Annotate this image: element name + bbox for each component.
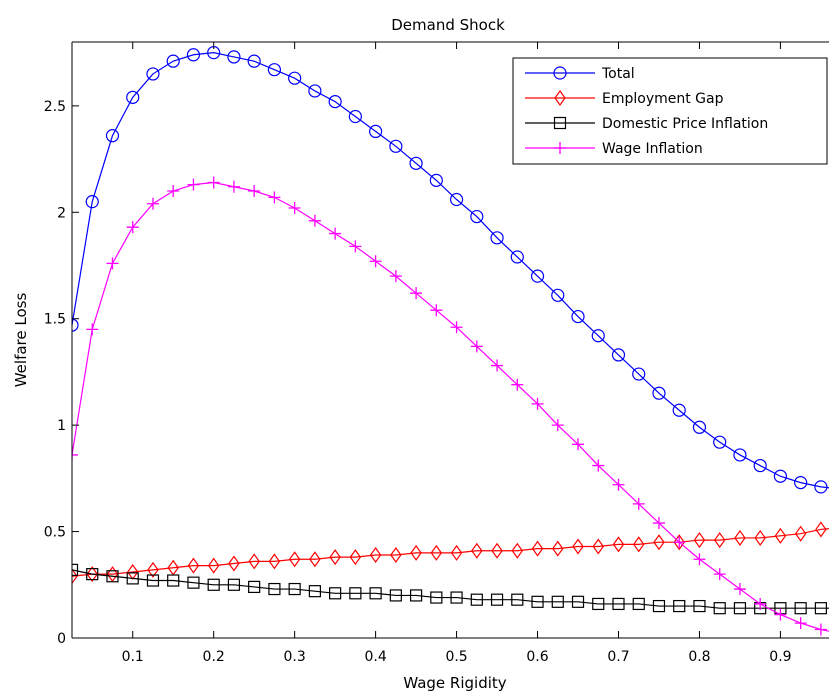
x-tick-label: 0.5	[445, 649, 467, 665]
y-tick-label: 0.5	[44, 525, 66, 541]
x-tick-label: 0.8	[688, 649, 710, 665]
x-tick-label: 0.7	[607, 649, 629, 665]
y-tick-label: 1.5	[44, 312, 66, 328]
y-tick-label: 1	[57, 418, 66, 434]
y-axis-label: Welfare Loss	[12, 293, 30, 388]
y-tick-label: 2.5	[44, 99, 66, 115]
x-tick-label: 0.9	[769, 649, 791, 665]
x-tick-label: 0.2	[203, 649, 225, 665]
legend-label: Employment Gap	[602, 91, 724, 107]
legend-label: Wage Inflation	[602, 141, 703, 157]
x-tick-label: 0.4	[364, 649, 386, 665]
x-axis-label: Wage Rigidity	[403, 674, 506, 692]
legend-label: Domestic Price Inflation	[602, 116, 768, 132]
y-tick-label: 2	[57, 205, 66, 221]
chart-title: Demand Shock	[391, 16, 505, 34]
x-tick-label: 0.1	[122, 649, 144, 665]
x-tick-label: 0.3	[284, 649, 306, 665]
legend: Total Employment Gap Domestic Price Inflat…	[513, 58, 827, 164]
y-tick-label: 0	[57, 631, 66, 647]
legend-label: Total	[601, 66, 635, 82]
x-tick-label: 0.6	[526, 649, 548, 665]
